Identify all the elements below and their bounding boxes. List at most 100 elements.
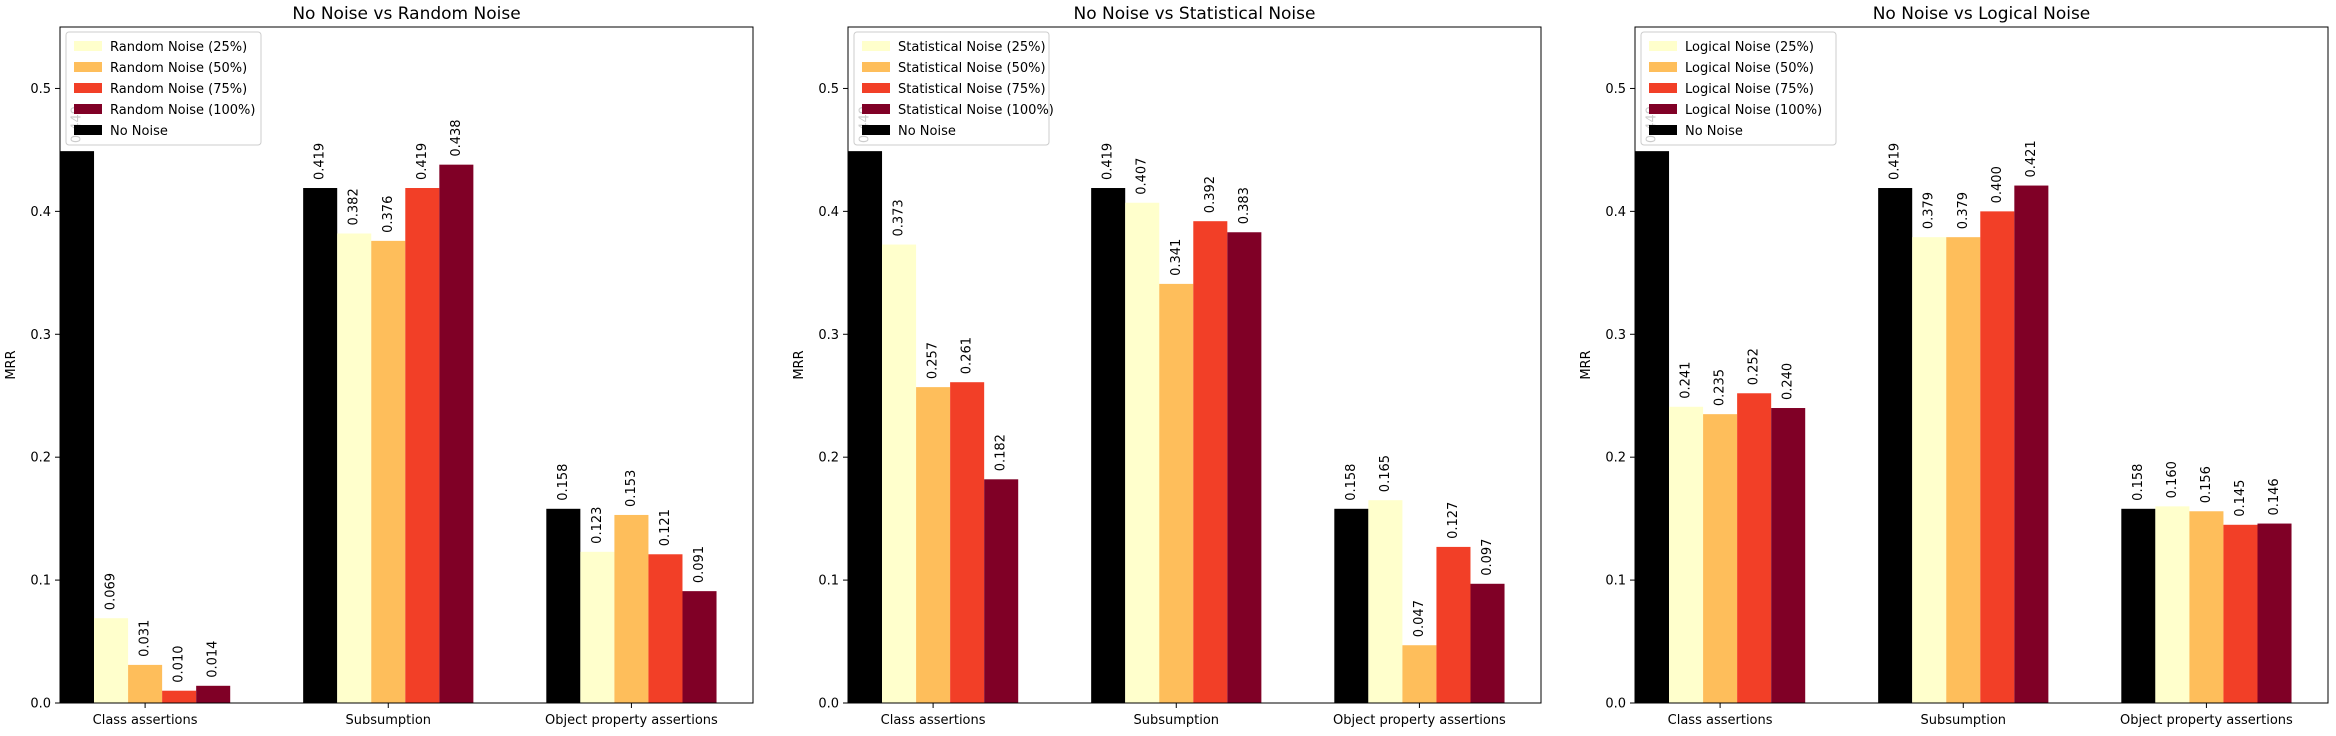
y-tick-label: 0.0 xyxy=(30,697,51,712)
data-label: 0.153 xyxy=(624,470,639,507)
y-tick-label: 0.4 xyxy=(30,205,51,220)
data-label: 0.235 xyxy=(1713,369,1728,406)
legend: Random Noise (25%) Random Noise (50%) Rand… xyxy=(65,31,262,146)
legend-label: Random Noise (75%) xyxy=(110,82,247,97)
data-label: 0.121 xyxy=(658,509,673,546)
bars-group: 0.4490.4190.1580.0690.3820.1230.0310.376… xyxy=(60,106,717,703)
legend: Statistical Noise (25%) Statistical Noise… xyxy=(853,31,1054,146)
data-label: 0.031 xyxy=(138,620,153,657)
bar xyxy=(882,244,917,704)
legend-label: Random Noise (50%) xyxy=(110,61,247,76)
data-label: 0.379 xyxy=(1956,192,1971,229)
legend-swatch xyxy=(862,125,890,135)
legend-swatch xyxy=(1649,125,1677,135)
axes-frame xyxy=(59,26,754,704)
bar xyxy=(546,508,581,703)
data-label: 0.182 xyxy=(994,434,1009,471)
bar xyxy=(848,151,883,703)
bar xyxy=(2014,185,2049,703)
data-label: 0.010 xyxy=(172,645,187,682)
data-label: 0.438 xyxy=(449,119,464,156)
x-tick-label: Class assertions xyxy=(881,713,986,728)
bar xyxy=(439,164,474,703)
data-label: 0.376 xyxy=(381,196,396,233)
bar xyxy=(196,685,231,703)
bar xyxy=(648,554,683,703)
y-tick-label: 0.3 xyxy=(818,328,839,343)
bar xyxy=(1193,221,1228,704)
data-label: 0.252 xyxy=(1747,348,1762,385)
legend-label: Logical Noise (25%) xyxy=(1685,40,1814,55)
legend-swatch xyxy=(862,83,890,93)
legend-swatch xyxy=(862,62,890,72)
bar xyxy=(1470,583,1505,703)
bar xyxy=(1159,283,1194,703)
x-tick-label: Class assertions xyxy=(1668,713,1773,728)
y-axis: 0.0 0.1 0.2 0.3 0.4 0.5 MRR xyxy=(1579,82,1635,712)
y-tick-label: 0.0 xyxy=(818,697,839,712)
data-label: 0.156 xyxy=(2199,466,2214,503)
y-tick-label: 0.1 xyxy=(818,574,839,589)
bar xyxy=(984,479,1019,703)
bar xyxy=(682,591,717,703)
data-label: 0.123 xyxy=(590,507,605,544)
y-axis-label: MRR xyxy=(1579,350,1594,379)
y-tick-label: 0.5 xyxy=(30,82,51,97)
legend-box xyxy=(853,31,1050,146)
data-label: 0.383 xyxy=(1237,187,1252,224)
bar xyxy=(1980,211,2015,703)
data-label: 0.379 xyxy=(1922,192,1937,229)
y-tick-label: 0.2 xyxy=(30,451,51,466)
bar xyxy=(950,382,985,703)
y-axis-label: MRR xyxy=(792,350,807,379)
y-axis: 0.0 0.1 0.2 0.3 0.4 0.5 MRR xyxy=(792,82,848,712)
x-axis: Class assertions Subsumption Object proper… xyxy=(881,703,1506,728)
data-label: 0.091 xyxy=(692,546,707,583)
bar xyxy=(2155,506,2190,703)
bar xyxy=(1227,232,1262,703)
y-tick-label: 0.2 xyxy=(818,451,839,466)
data-label: 0.419 xyxy=(1101,143,1116,180)
data-label: 0.165 xyxy=(1378,455,1393,492)
legend-label: Statistical Noise (25%) xyxy=(898,40,1046,55)
bar xyxy=(1912,237,1947,703)
data-label: 0.047 xyxy=(1412,600,1427,637)
chart-title: No Noise vs Random Noise xyxy=(292,4,520,24)
legend-label: Logical Noise (50%) xyxy=(1685,61,1814,76)
data-label: 0.145 xyxy=(2233,480,2248,517)
bar xyxy=(405,188,440,703)
y-tick-label: 0.0 xyxy=(1605,697,1626,712)
data-label: 0.014 xyxy=(206,641,221,678)
x-tick-label: Object property assertions xyxy=(2120,713,2293,728)
bar xyxy=(162,690,197,703)
bar xyxy=(1334,508,1369,703)
y-axis-label: MRR xyxy=(4,350,19,379)
bar xyxy=(1368,500,1403,703)
legend-label: Statistical Noise (50%) xyxy=(898,61,1046,76)
bar xyxy=(303,188,338,703)
data-label: 0.158 xyxy=(1344,464,1359,501)
legend-swatch xyxy=(74,62,102,72)
legend-label: No Noise xyxy=(898,124,956,139)
x-tick-label: Subsumption xyxy=(345,713,431,728)
legend-label: No Noise xyxy=(110,124,168,139)
data-label: 0.160 xyxy=(2165,461,2180,498)
legend-swatch xyxy=(1649,62,1677,72)
y-tick-label: 0.3 xyxy=(1605,328,1626,343)
data-label: 0.421 xyxy=(2024,140,2039,177)
data-label: 0.240 xyxy=(1781,363,1796,400)
y-tick-label: 0.2 xyxy=(1605,451,1626,466)
data-label: 0.241 xyxy=(1679,362,1694,399)
legend-swatch xyxy=(1649,83,1677,93)
bars-group: 0.4490.4190.1580.3730.4070.1650.2570.341… xyxy=(848,106,1505,704)
data-label: 0.097 xyxy=(1480,539,1495,576)
bar xyxy=(1703,414,1738,703)
legend-label: Random Noise (100%) xyxy=(110,103,255,118)
data-label: 0.158 xyxy=(556,464,571,501)
x-tick-label: Class assertions xyxy=(93,713,198,728)
bar xyxy=(1669,406,1704,703)
data-label: 0.407 xyxy=(1135,158,1150,195)
bar xyxy=(1946,237,1981,703)
bars-group: 0.4490.4190.1580.2410.3790.1600.2350.379… xyxy=(1635,106,2292,703)
